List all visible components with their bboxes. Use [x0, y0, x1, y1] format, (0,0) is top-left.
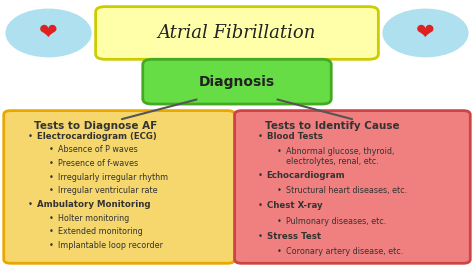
Text: Irregularly irregular rhythm: Irregularly irregular rhythm	[58, 173, 168, 182]
Text: electrolytes, renal, etc.: electrolytes, renal, etc.	[285, 157, 378, 166]
Circle shape	[383, 9, 468, 57]
Text: Absence of P waves: Absence of P waves	[58, 146, 137, 154]
Text: Tests to Diagnose AF: Tests to Diagnose AF	[35, 121, 158, 131]
Text: Diagnosis: Diagnosis	[199, 75, 275, 89]
Text: Holter monitoring: Holter monitoring	[58, 214, 129, 223]
Text: •: •	[277, 186, 282, 195]
Text: •: •	[277, 247, 282, 256]
Text: Blood Tests: Blood Tests	[267, 132, 323, 141]
Text: Irregular ventricular rate: Irregular ventricular rate	[58, 186, 157, 196]
Text: Pulmonary diseases, etc.: Pulmonary diseases, etc.	[285, 217, 386, 226]
Text: ❤: ❤	[39, 23, 58, 43]
Text: Atrial Fibrillation: Atrial Fibrillation	[158, 24, 316, 42]
Text: •: •	[48, 146, 54, 154]
Text: •: •	[258, 232, 263, 241]
Text: Implantable loop recorder: Implantable loop recorder	[58, 241, 163, 250]
Text: •: •	[48, 214, 54, 223]
Text: •: •	[27, 200, 32, 209]
Text: •: •	[27, 132, 32, 141]
Text: Coronary artery disease, etc.: Coronary artery disease, etc.	[285, 247, 403, 256]
Text: Extended monitoring: Extended monitoring	[58, 227, 143, 236]
Text: Ambulatory Monitoring: Ambulatory Monitoring	[36, 200, 150, 209]
Text: Structural heart diseases, etc.: Structural heart diseases, etc.	[285, 186, 407, 195]
Text: ❤: ❤	[416, 23, 435, 43]
FancyBboxPatch shape	[4, 111, 235, 263]
Text: •: •	[277, 217, 282, 226]
Text: Echocardiogram: Echocardiogram	[267, 171, 346, 180]
Text: Chest X-ray: Chest X-ray	[267, 201, 322, 210]
FancyBboxPatch shape	[96, 7, 378, 59]
Text: Electrocardiogram (ECG): Electrocardiogram (ECG)	[36, 132, 156, 141]
Text: •: •	[48, 241, 54, 250]
Text: •: •	[48, 173, 54, 182]
Text: Presence of f-waves: Presence of f-waves	[58, 159, 138, 168]
FancyBboxPatch shape	[143, 59, 331, 104]
Circle shape	[6, 9, 91, 57]
FancyBboxPatch shape	[235, 111, 470, 263]
Text: Tests to Identify Cause: Tests to Identify Cause	[265, 121, 400, 131]
Text: Abnormal glucose, thyroid,: Abnormal glucose, thyroid,	[285, 147, 394, 156]
Text: •: •	[48, 159, 54, 168]
Text: Stress Test: Stress Test	[267, 232, 321, 241]
Text: •: •	[48, 227, 54, 236]
Text: •: •	[48, 186, 54, 196]
Text: •: •	[258, 171, 263, 180]
Text: •: •	[258, 132, 263, 141]
Text: •: •	[277, 147, 282, 156]
Text: •: •	[258, 201, 263, 210]
